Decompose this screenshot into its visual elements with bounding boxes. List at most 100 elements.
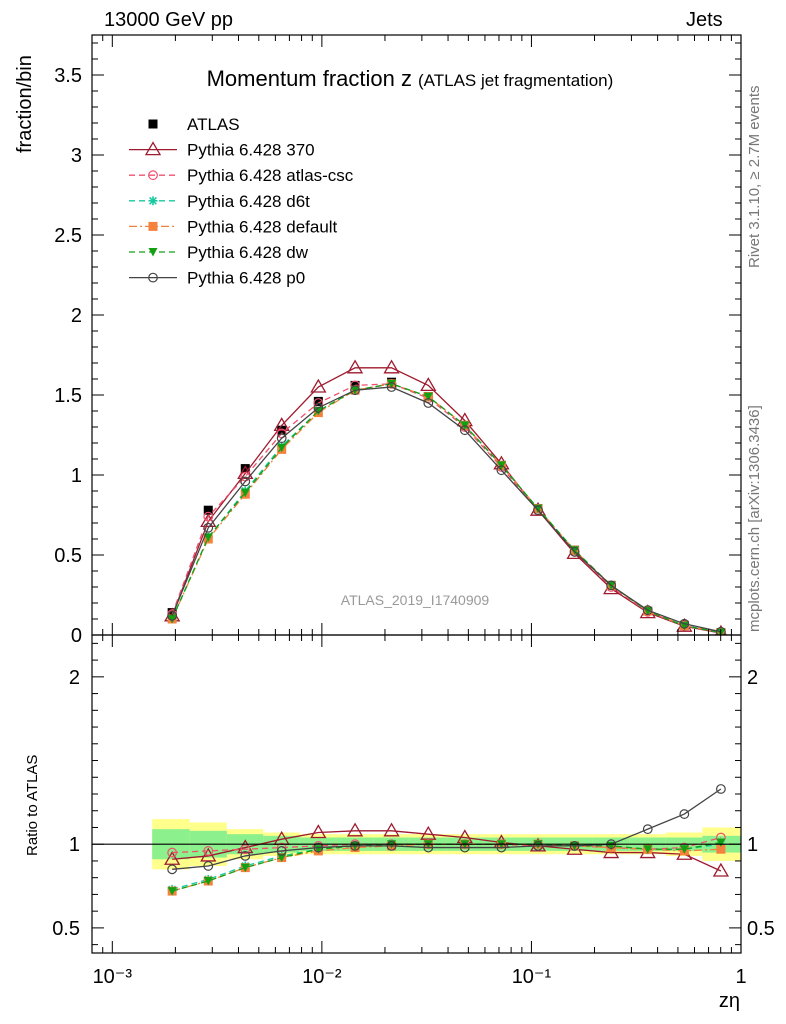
data-point-pythia-6-428-p0 [240, 476, 251, 487]
data-point-pythia-6-428-p0 [642, 605, 653, 616]
x-tick-label: 10⁻¹ [512, 966, 552, 988]
legend-label-pythia-6-428-p0: Pythia 6.428 p0 [187, 269, 305, 288]
data-point-pythia-6-428-p0 [313, 402, 324, 413]
main-series-group [164, 359, 727, 635]
data-point-pythia-6-428-370 [420, 377, 437, 392]
legend-label-pythia-6-428-370: Pythia 6.428 370 [187, 141, 315, 160]
ratio-point-pythia-6-428-dw [203, 877, 213, 886]
data-point-pythia-6-428-370 [273, 417, 290, 432]
y-tick-label: 0.5 [54, 545, 82, 567]
data-point-pythia-6-428-atlas-csc [203, 511, 214, 522]
ratio-y-tick-label-right: 0.5 [747, 918, 775, 940]
ratio-point-pythia-6-428-dw [679, 845, 689, 854]
ratio-line-pythia-6-428-p0 [172, 788, 722, 870]
y-tick-label: 2.5 [54, 225, 82, 247]
ratio-point-pythia-6-428-dw [167, 887, 177, 896]
legend-label-pythia-6-428-d6t: Pythia 6.428 d6t [187, 192, 310, 211]
ratio-y-tick-label: 0.5 [52, 918, 80, 940]
series-line-pythia-6-428-p0 [171, 386, 722, 633]
y-tick-label: 3.5 [54, 65, 82, 87]
data-point-pythia-6-428-p0 [606, 580, 617, 591]
ratio-point-pythia-6-428-p0 [679, 809, 690, 819]
ratio-y-tick-label: 1 [69, 834, 80, 856]
legend-marker-pythia-6-428-atlas-csc [148, 170, 158, 181]
star-stroke [149, 196, 157, 205]
ratio-point-pythia-6-428-dw [716, 838, 726, 848]
legend-label-pythia-6-428-dw: Pythia 6.428 dw [187, 243, 309, 262]
ratio-point-pythia-6-428-370 [383, 822, 400, 837]
data-point-pythia-6-428-p0 [533, 505, 543, 516]
ratio-point-pythia-6-428-370 [164, 850, 181, 865]
legend-marker-pythia-6-428-370 [144, 141, 162, 156]
legend-label-pythia-6-428-default: Pythia 6.428 default [187, 217, 338, 236]
data-point-atlas [203, 505, 213, 515]
ratio-series-group [92, 784, 741, 896]
chart-title: Momentum fraction z [207, 66, 412, 91]
data-point-pythia-6-428-p0 [459, 425, 470, 436]
legend-label-pythia-6-428-atlas-csc: Pythia 6.428 atlas-csc [187, 166, 354, 185]
data-point-pythia-6-428-p0 [716, 626, 726, 635]
legend-marker-pythia-6-428-default [148, 221, 158, 231]
data-point-pythia-6-428-370 [383, 359, 400, 374]
legend-marker-pythia-6-428-dw [148, 248, 158, 257]
ratio-point-pythia-6-428-dw [240, 863, 250, 873]
ratio-point-pythia-6-428-p0 [203, 861, 214, 871]
ratio-point-pythia-6-428-dw [277, 853, 287, 863]
ratio-point-pythia-6-428-atlas-csc [240, 844, 251, 855]
ratio-point-pythia-6-428-370 [346, 822, 364, 837]
data-point-pythia-6-428-p0 [350, 385, 360, 396]
ratio-point-pythia-6-428-p0 [313, 842, 324, 853]
legend-marker-pythia-6-428-p0 [148, 272, 158, 283]
ratio-y-tick-label: 2 [69, 667, 80, 689]
axes-group: 10⁻³ 10⁻² 10⁻¹ 1 0 0.5 1 1.5 2 2.5 3 3.5 0.5 0.5 1 1 2 2 [52, 35, 775, 988]
data-point-pythia-6-428-p0 [386, 382, 397, 392]
data-point-pythia-6-428-dw [203, 533, 213, 542]
ratio-point-pythia-6-428-p0 [459, 842, 470, 853]
data-point-pythia-6-428-dw [423, 392, 433, 402]
legend-label-atlas: ATLAS [187, 115, 240, 134]
y-tick-label: 1 [71, 465, 82, 487]
ratio-point-pythia-6-428-p0 [276, 846, 287, 856]
ratio-point-pythia-6-428-p0 [423, 842, 434, 853]
data-point-pythia-6-428-p0 [276, 433, 287, 444]
x-tick-label: 10⁻² [302, 966, 342, 988]
ratio-point-pythia-6-428-dw [643, 845, 653, 854]
x-tick-label: 1 [735, 966, 746, 988]
y-tick-label: 0 [71, 625, 82, 647]
y-tick-label: 3 [71, 145, 82, 167]
legend-marker-atlas [148, 119, 158, 129]
ratio-point-pythia-6-428-p0 [569, 840, 580, 851]
chart-title-suffix: (ATLAS jet fragmentation) [418, 71, 613, 90]
ratio-y-tick-label-right: 2 [747, 667, 758, 689]
data-point-pythia-6-428-p0 [569, 546, 580, 557]
ratio-point-pythia-6-428-p0 [642, 824, 653, 835]
ratio-point-pythia-6-428-default [716, 844, 726, 854]
data-point-pythia-6-428-dw [240, 488, 250, 498]
legend: ATLAS Pythia 6.428 370 Pythia 6.428 atlas-… [129, 115, 354, 288]
data-point-pythia-6-428-dw [277, 443, 287, 453]
ratio-point-pythia-6-428-atlas-csc [167, 847, 178, 858]
ratio-point-pythia-6-428-p0 [350, 840, 360, 851]
data-point-pythia-6-428-p0 [167, 610, 178, 621]
data-point-pythia-6-428-370 [310, 378, 327, 393]
ratio-point-pythia-6-428-p0 [533, 840, 543, 851]
ratio-point-pythia-6-428-370 [200, 847, 217, 862]
series-line-pythia-6-428-370 [171, 367, 722, 634]
data-point-pythia-6-428-p0 [423, 398, 434, 408]
data-point-pythia-6-428-dw [387, 379, 397, 389]
header-right: Jets [686, 9, 723, 31]
data-point-pythia-6-428-p0 [203, 522, 214, 533]
ratio-point-pythia-6-428-p0 [240, 851, 251, 861]
data-point-atlas [240, 464, 250, 474]
ratio-point-pythia-6-428-370 [712, 862, 730, 877]
x-axis-label: zη [719, 990, 740, 1012]
data-point-pythia-6-428-p0 [679, 618, 690, 629]
ratio-point-pythia-6-428-p0 [496, 842, 507, 853]
ratio-y-tick-label-right: 1 [747, 834, 758, 856]
y-tick-label: 1.5 [54, 385, 82, 407]
ratio-frame [91, 634, 742, 954]
ratio-point-pythia-6-428-atlas-csc [203, 846, 214, 856]
data-point-pythia-6-428-p0 [496, 465, 507, 476]
header-left: 13000 GeV pp [104, 9, 233, 31]
